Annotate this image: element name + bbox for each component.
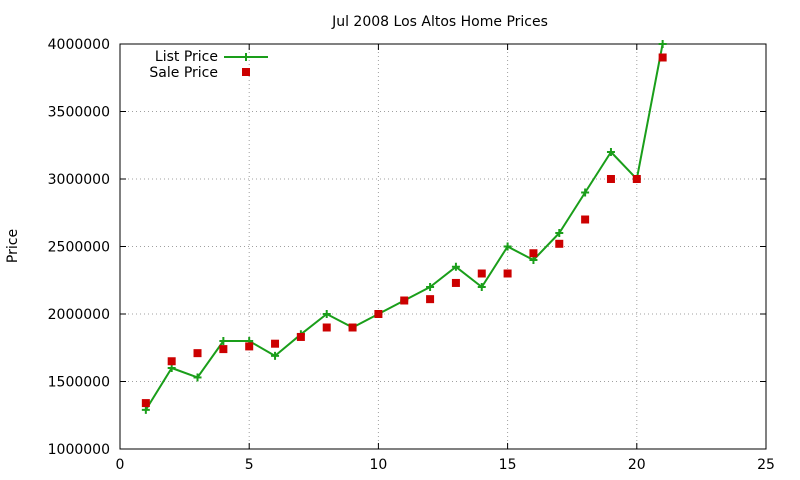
data-point-sale-price — [503, 269, 512, 278]
data-point-list-price — [477, 283, 486, 291]
data-point-sale-price — [477, 269, 486, 278]
axes: 0 5 10 15 20 25 1000000 1500000 2000000 2500000 30… — [48, 37, 775, 473]
data-point-list-price — [529, 256, 538, 264]
y-axis-label: Price — [5, 229, 21, 263]
data-point-list-price — [606, 148, 615, 156]
legend-marker-list-price — [242, 53, 250, 61]
data-point-sale-price — [374, 310, 383, 318]
x-tick-label: 0 — [116, 457, 125, 473]
data-point-sale-price — [606, 175, 615, 183]
y-tick-label: 3000000 — [48, 172, 110, 188]
y-tick-label: 3500000 — [48, 105, 110, 121]
data-point-list-price — [167, 364, 176, 372]
data-point-list-price — [581, 188, 590, 197]
data-point-sale-price — [167, 357, 176, 366]
x-tick-label: 25 — [757, 457, 775, 473]
x-tick-label: 10 — [369, 457, 387, 473]
series-line-list-price — [144, 43, 664, 411]
data-point-list-price — [451, 262, 460, 271]
chart-title: Jul 2008 Los Altos Home Prices — [331, 14, 548, 30]
data-point-sale-price — [581, 215, 590, 224]
data-point-sale-price — [141, 399, 150, 408]
data-point-sale-price — [632, 175, 641, 183]
series-layer — [141, 40, 667, 414]
legend-label-sale-price: Sale Price — [149, 65, 218, 81]
data-point-sale-price — [529, 249, 538, 258]
data-point-sale-price — [322, 323, 331, 332]
legend-marker-sale-price — [242, 68, 250, 76]
data-point-sale-price — [426, 295, 435, 304]
x-tick-label: 20 — [628, 457, 646, 473]
data-point-sale-price — [296, 332, 305, 341]
legend-label-list-price: List Price — [155, 49, 218, 65]
y-tick-label: 2500000 — [48, 240, 110, 256]
data-point-sale-price — [451, 278, 460, 287]
y-tick-label: 1500000 — [48, 375, 110, 391]
data-point-sale-price — [555, 239, 564, 248]
data-point-list-price — [141, 405, 150, 414]
x-tick-label: 15 — [499, 457, 517, 473]
data-point-list-price — [322, 310, 331, 318]
legend: List Price Sale Price — [149, 49, 268, 81]
data-point-list-price — [271, 351, 280, 360]
data-point-list-price — [193, 373, 202, 382]
data-point-list-price — [555, 229, 564, 237]
grid — [120, 44, 766, 449]
y-tick-label: 2000000 — [48, 307, 110, 323]
y-tick-label: 4000000 — [48, 37, 110, 53]
data-point-list-price — [503, 242, 512, 251]
data-point-sale-price — [348, 323, 357, 332]
y-tick-label: 1000000 — [48, 442, 110, 458]
data-point-sale-price — [245, 342, 254, 351]
data-point-sale-price — [219, 345, 228, 354]
data-point-sale-price — [400, 296, 409, 305]
x-tick-label: 5 — [245, 457, 254, 473]
data-point-list-price — [426, 283, 435, 291]
data-point-sale-price — [193, 349, 202, 358]
data-point-list-price — [658, 40, 667, 48]
data-point-sale-price — [658, 53, 667, 62]
data-point-list-price — [219, 337, 228, 345]
data-point-sale-price — [271, 339, 280, 348]
